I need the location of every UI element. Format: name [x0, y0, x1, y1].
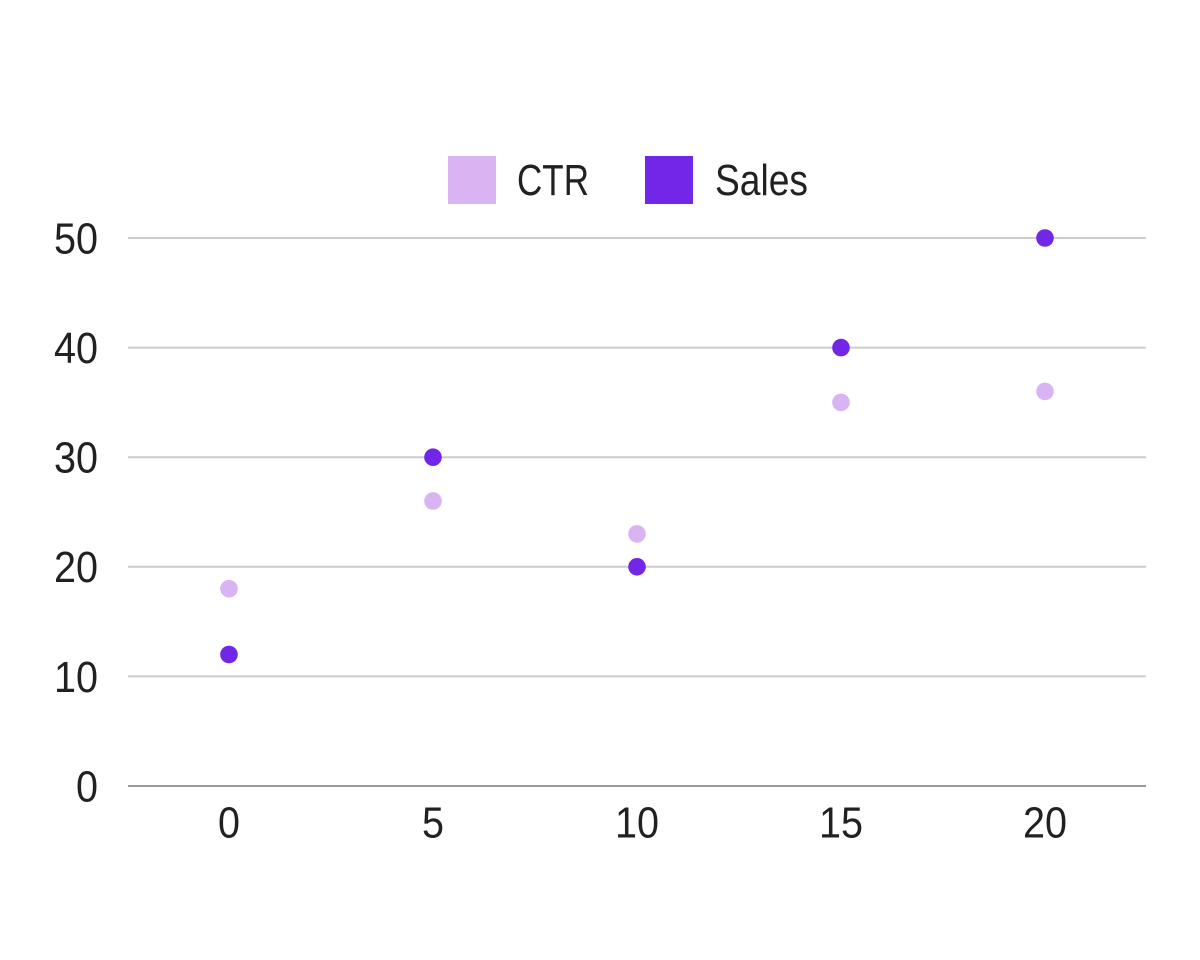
svg-text:50: 50	[54, 214, 98, 263]
svg-text:0: 0	[76, 762, 98, 811]
svg-text:20: 20	[1023, 799, 1067, 848]
svg-text:0: 0	[218, 799, 240, 848]
svg-text:10: 10	[54, 653, 98, 702]
svg-text:10: 10	[615, 799, 659, 848]
svg-text:CTR: CTR	[517, 156, 589, 205]
svg-text:Sales: Sales	[715, 156, 808, 205]
svg-text:5: 5	[422, 799, 444, 848]
svg-text:30: 30	[54, 434, 98, 483]
svg-text:20: 20	[54, 543, 98, 592]
svg-text:15: 15	[819, 799, 863, 848]
svg-text:40: 40	[54, 324, 98, 373]
